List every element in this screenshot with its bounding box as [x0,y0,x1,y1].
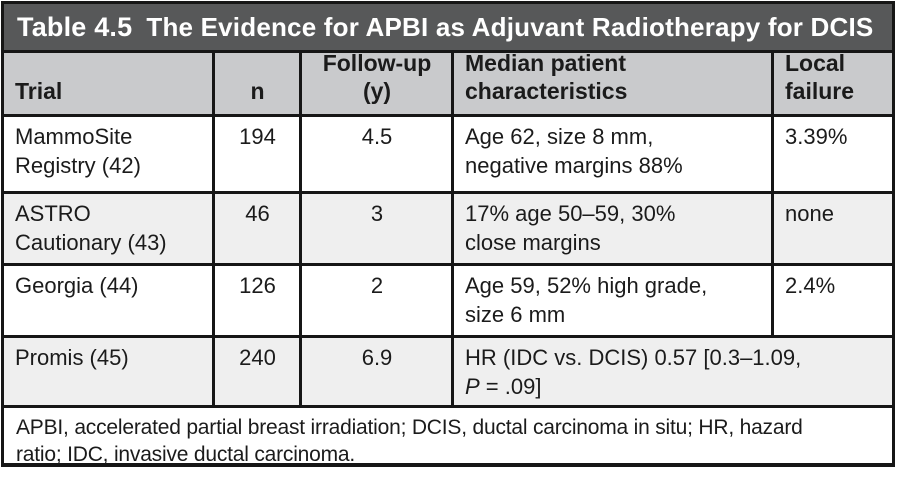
column-header-label: Follow-up [322,53,432,76]
p-value-symbol: P [465,373,480,399]
table-row-astro: ASTRO Cautionary (43) 46 3 17% age 50–59… [4,191,892,263]
column-header-local-failure: Local failure [771,53,892,114]
p-value-text: = .09] [479,373,542,399]
local-failure-cell: 3.39% [771,117,892,191]
table-title-bar: Table 4.5 The Evidence for APBI as Adjuv… [4,4,892,50]
cell-line: MammoSite [15,124,133,149]
table-row-mammosite: MammoSite Registry (42) 194 4.5 Age 62, … [4,114,892,191]
cell-line: negative margins 88% [465,152,683,178]
column-header-label: Median patient [465,53,627,76]
trial-cell: Georgia (44) [4,266,212,335]
column-header-label: failure [785,78,855,105]
followup-cell: 6.9 [299,338,451,405]
trial-cell: ASTRO Cautionary (43) [4,194,212,263]
characteristics-cell: Age 59, 52% high grade, size 6 mm [451,266,771,335]
table-row-georgia: Georgia (44) 126 2 Age 59, 52% high grad… [4,263,892,335]
characteristics-cell-merged: HR (IDC vs. DCIS) 0.57 [0.3–1.09, P = .0… [451,338,892,405]
cell-line: size 6 mm [465,301,566,327]
characteristics-cell: 17% age 50–59, 30% close margins [451,194,771,263]
cell-line: ASTRO [15,201,91,226]
table-header-row: Trial n Follow-up (y) Median patient cha… [4,50,892,114]
column-header-n: n [212,53,299,114]
cell-line: close margins [465,229,601,255]
followup-cell: 4.5 [299,117,451,191]
trial-cell: MammoSite Registry (42) [4,117,212,191]
followup-cell: 2 [299,266,451,335]
cell-line: Registry (42) [15,152,141,178]
local-failure-cell: none [771,194,892,263]
column-header-label: characteristics [465,78,628,105]
column-header-label: Trial [15,78,63,105]
cell-line: Cautionary (43) [15,229,167,255]
local-failure-cell: 2.4% [771,266,892,335]
n-cell: 240 [212,338,299,405]
column-header-label: (y) [362,78,392,105]
column-header-trial: Trial [4,53,212,114]
trial-cell: Promis (45) [4,338,212,405]
cell-line: P = .09] [465,373,882,402]
column-header-characteristics: Median patient characteristics [451,53,771,114]
table-4-5: Table 4.5 The Evidence for APBI as Adjuv… [1,1,895,467]
cell-line: Georgia (44) [15,273,139,298]
cell-line: HR (IDC vs. DCIS) 0.57 [0.3–1.09, [465,345,802,370]
column-header-label: n [250,78,265,105]
n-cell: 126 [212,266,299,335]
table-title: The Evidence for APBI as Adjuvant Radiot… [146,11,874,42]
n-cell: 46 [212,194,299,263]
cell-line: Promis (45) [15,345,129,370]
table-number: Table 4.5 [17,11,133,42]
cell-line: Age 59, 52% high grade, [465,273,708,298]
footnote-line: ratio; IDC, invasive ductal carcinoma. [16,443,356,467]
footnote-line: APBI, accelerated partial breast irradia… [16,416,803,439]
n-cell: 194 [212,117,299,191]
cell-line: 17% age 50–59, 30% [465,201,676,226]
column-header-label: Local [785,53,846,76]
table-footnote: APBI, accelerated partial breast irradia… [4,405,892,466]
followup-cell: 3 [299,194,451,263]
cell-line: Age 62, size 8 mm, [465,124,654,149]
table-row-promis: Promis (45) 240 6.9 HR (IDC vs. DCIS) 0.… [4,335,892,405]
characteristics-cell: Age 62, size 8 mm, negative margins 88% [451,117,771,191]
column-header-followup: Follow-up (y) [299,53,451,114]
